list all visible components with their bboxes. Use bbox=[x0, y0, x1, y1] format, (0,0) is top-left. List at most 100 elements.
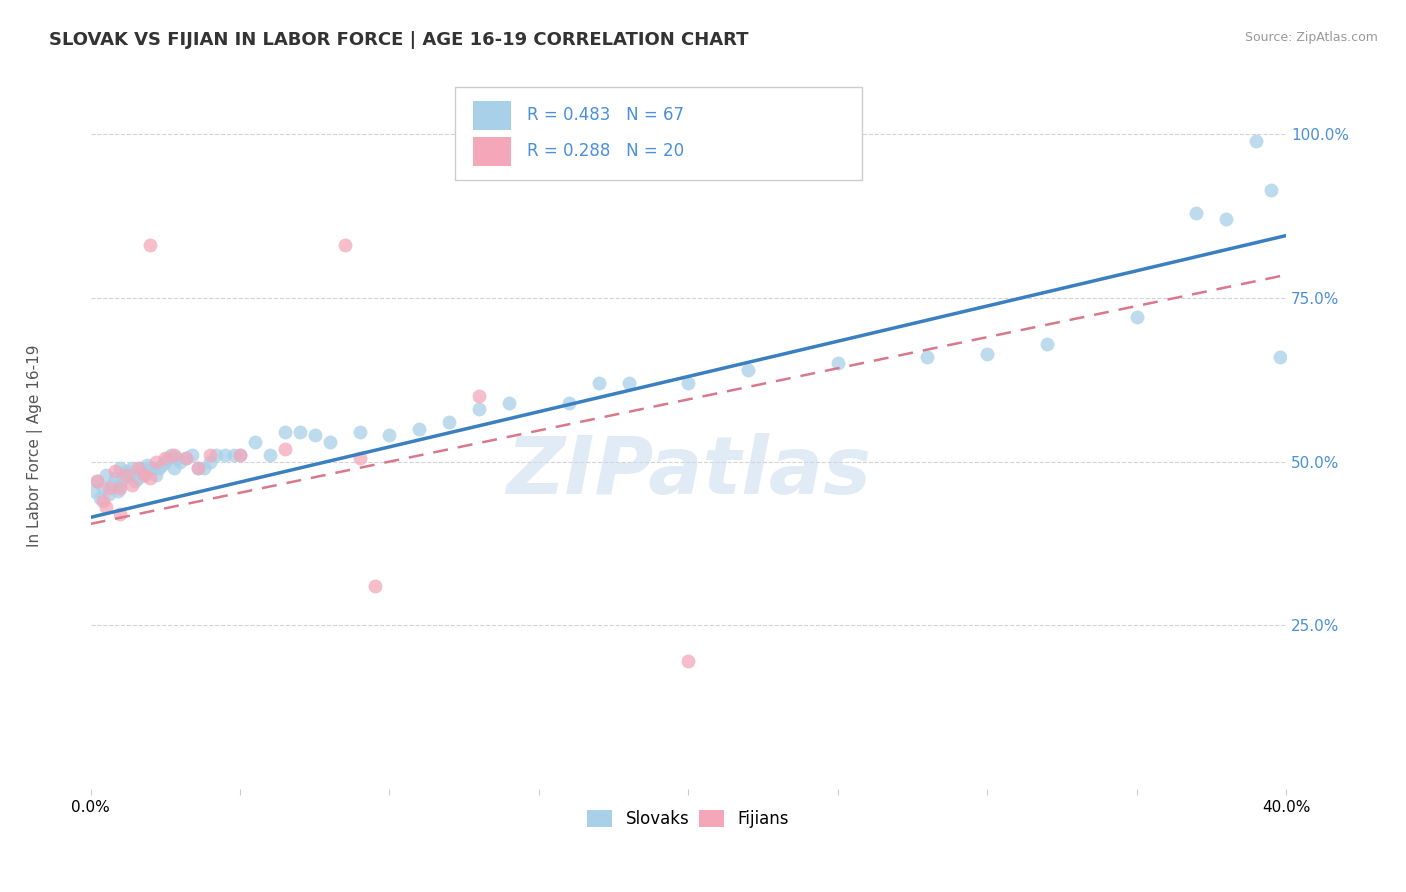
Point bbox=[139, 471, 162, 485]
Point bbox=[110, 461, 132, 475]
Point bbox=[1268, 350, 1291, 364]
Point bbox=[107, 484, 129, 499]
Point bbox=[118, 467, 141, 482]
Point bbox=[163, 448, 186, 462]
Point bbox=[274, 442, 297, 456]
Point bbox=[1244, 134, 1267, 148]
Point bbox=[110, 507, 132, 521]
Text: In Labor Force | Age 16-19: In Labor Force | Age 16-19 bbox=[27, 344, 44, 548]
Point bbox=[678, 655, 700, 669]
Point bbox=[163, 461, 186, 475]
Point bbox=[468, 389, 491, 403]
Point bbox=[91, 481, 114, 495]
Point bbox=[1036, 336, 1059, 351]
Point bbox=[139, 461, 162, 475]
Point bbox=[97, 487, 120, 501]
Point bbox=[468, 402, 491, 417]
Point bbox=[827, 356, 849, 370]
Point bbox=[187, 461, 209, 475]
Text: R = 0.288   N = 20: R = 0.288 N = 20 bbox=[527, 143, 685, 161]
Bar bbox=[474, 101, 512, 129]
Point bbox=[304, 428, 326, 442]
Point bbox=[408, 422, 430, 436]
Point bbox=[617, 376, 640, 390]
Point bbox=[198, 455, 221, 469]
Point bbox=[131, 461, 153, 475]
Point bbox=[86, 475, 108, 489]
Point bbox=[214, 448, 236, 462]
Point bbox=[363, 579, 385, 593]
Point bbox=[174, 451, 197, 466]
Point bbox=[91, 494, 114, 508]
Point bbox=[134, 467, 156, 482]
Point bbox=[378, 428, 401, 442]
Point bbox=[198, 448, 221, 462]
Bar bbox=[474, 137, 512, 166]
Point bbox=[124, 475, 146, 489]
Point bbox=[187, 461, 209, 475]
Point bbox=[498, 395, 520, 409]
Point bbox=[917, 350, 939, 364]
Point bbox=[169, 455, 191, 469]
Point bbox=[288, 425, 311, 439]
Point bbox=[83, 484, 105, 499]
Point bbox=[259, 448, 281, 462]
Point bbox=[349, 425, 371, 439]
Point bbox=[229, 448, 252, 462]
Point bbox=[181, 448, 204, 462]
Point bbox=[229, 448, 252, 462]
Text: R = 0.483   N = 67: R = 0.483 N = 67 bbox=[527, 106, 683, 124]
Point bbox=[103, 471, 125, 485]
Point bbox=[588, 376, 610, 390]
Point bbox=[94, 500, 117, 515]
Point bbox=[193, 461, 215, 475]
Point bbox=[110, 481, 132, 495]
Point bbox=[150, 458, 173, 472]
Point bbox=[349, 451, 371, 466]
Point bbox=[97, 481, 120, 495]
Point bbox=[148, 461, 170, 475]
Point bbox=[110, 477, 132, 491]
Point bbox=[127, 461, 149, 475]
Point bbox=[86, 475, 108, 489]
Point bbox=[100, 477, 122, 491]
Point bbox=[112, 471, 135, 485]
Point bbox=[157, 451, 180, 466]
Point bbox=[333, 238, 356, 252]
Text: ZIPatlas: ZIPatlas bbox=[506, 434, 870, 511]
Point bbox=[139, 238, 162, 252]
Point bbox=[439, 415, 461, 429]
Point bbox=[976, 346, 998, 360]
Point bbox=[121, 477, 143, 491]
Point bbox=[160, 448, 183, 462]
Point bbox=[1125, 310, 1147, 325]
Point bbox=[174, 451, 197, 466]
Point bbox=[737, 363, 759, 377]
Point bbox=[558, 395, 581, 409]
Point bbox=[136, 458, 159, 472]
Point bbox=[155, 455, 177, 469]
Point bbox=[94, 467, 117, 482]
Point bbox=[1185, 205, 1208, 219]
Point bbox=[89, 491, 111, 505]
Point bbox=[155, 451, 177, 466]
Point bbox=[678, 376, 700, 390]
Point bbox=[115, 465, 138, 479]
Point bbox=[318, 434, 340, 449]
Legend: Slovaks, Fijians: Slovaks, Fijians bbox=[581, 804, 796, 835]
Point bbox=[205, 448, 228, 462]
Point bbox=[121, 461, 143, 475]
Text: Source: ZipAtlas.com: Source: ZipAtlas.com bbox=[1244, 31, 1378, 45]
Point bbox=[134, 467, 156, 482]
Point bbox=[115, 467, 138, 482]
Point bbox=[1215, 212, 1237, 227]
Point bbox=[142, 461, 165, 475]
Text: SLOVAK VS FIJIAN IN LABOR FORCE | AGE 16-19 CORRELATION CHART: SLOVAK VS FIJIAN IN LABOR FORCE | AGE 16… bbox=[49, 31, 749, 49]
FancyBboxPatch shape bbox=[456, 87, 862, 180]
Point bbox=[243, 434, 266, 449]
Point bbox=[166, 451, 188, 466]
Point bbox=[127, 471, 149, 485]
Point bbox=[1260, 183, 1282, 197]
Point bbox=[274, 425, 297, 439]
Point bbox=[103, 465, 125, 479]
